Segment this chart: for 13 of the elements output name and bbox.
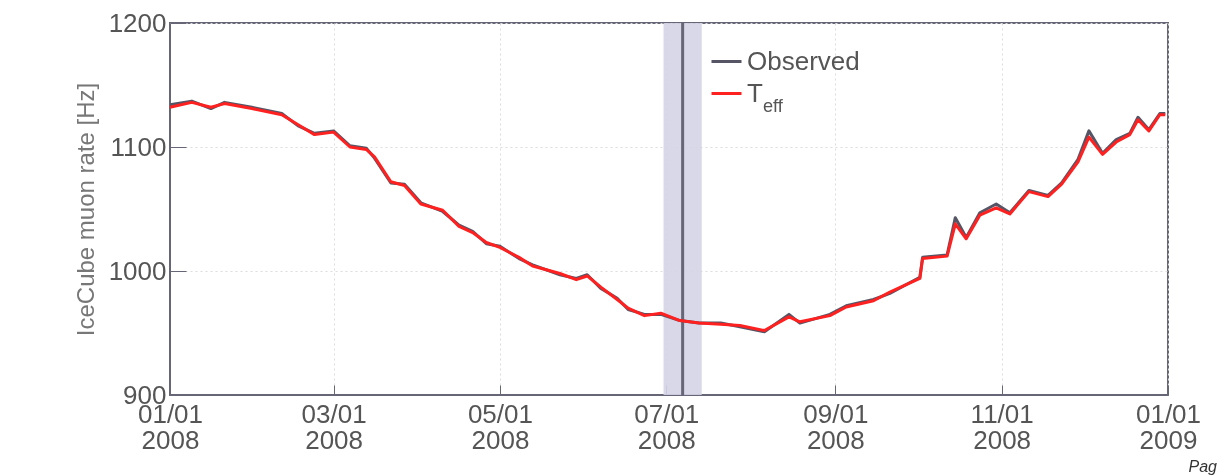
x-tick-label: 05/01 2008 <box>467 398 533 455</box>
legend-label: T$_{eff}$ <box>747 77 784 116</box>
y-tick-label: 1200 <box>108 7 167 38</box>
y-axis-title: IceCube muon rate [Hz] <box>71 82 99 337</box>
x-tick-label: 01/01 2009 <box>1135 398 1202 455</box>
x-tick-label: 07/01 2008 <box>634 398 700 455</box>
legend-label: Observed <box>747 45 860 76</box>
x-tick-label: 03/01 2008 <box>301 398 367 455</box>
y-tick-label: 1000 <box>108 255 167 286</box>
text: Pag <box>1188 458 1217 476</box>
x-tick-label: 11/01 2008 <box>970 398 1034 455</box>
x-tick-label: 09/01 2008 <box>803 398 869 455</box>
y-tick-label: 1100 <box>110 131 167 162</box>
